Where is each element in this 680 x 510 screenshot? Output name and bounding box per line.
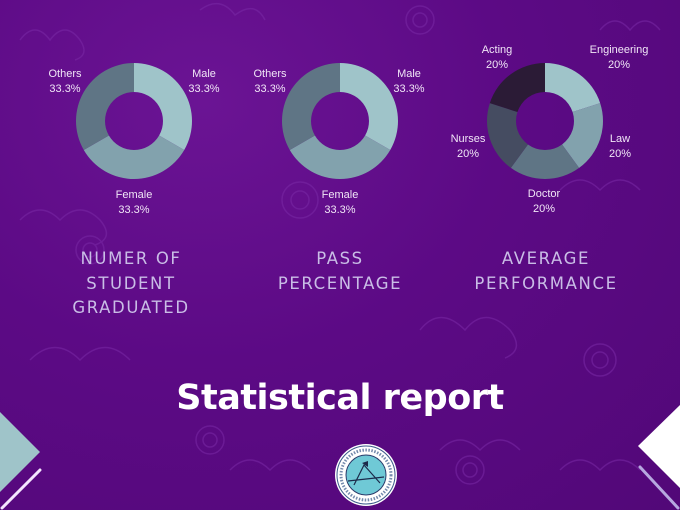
label-others: Others 33.3% <box>253 68 287 95</box>
label-male: Male 33.3% <box>188 68 220 95</box>
heading-performance: AVERAGE PERFORMANCE <box>474 249 618 293</box>
heading-pass: PASS PERCENTAGE <box>277 249 403 293</box>
donut-chart-performance <box>487 63 603 179</box>
label-female: Female 33.3% <box>115 189 153 216</box>
heading-graduated: NUMER OF STUDENT GRADUATED <box>72 249 190 317</box>
label-law: Law 20% <box>608 133 632 160</box>
page-title: Statistical report <box>176 378 504 418</box>
label-female: Female 33.3% <box>321 189 359 216</box>
slice-engineering[interactable] <box>545 63 601 113</box>
label-male: Male 33.3% <box>393 68 425 95</box>
donut-chart-graduated <box>75 63 193 180</box>
label-doctor: Doctor 20% <box>527 188 561 215</box>
slice-acting[interactable] <box>489 63 545 113</box>
donut-chart-pass <box>281 63 399 180</box>
slice-male[interactable] <box>134 63 193 150</box>
slice-others[interactable] <box>281 63 340 150</box>
left-corner-decoration <box>0 412 42 510</box>
slice-female[interactable] <box>289 135 391 180</box>
label-others: Others 33.3% <box>48 68 82 95</box>
slice-law[interactable] <box>562 103 603 168</box>
label-acting: Acting 20% <box>481 44 513 71</box>
right-corner-decoration <box>638 405 680 510</box>
slice-doctor[interactable] <box>510 144 580 179</box>
slice-nurses[interactable] <box>487 103 528 168</box>
slice-male[interactable] <box>340 63 399 150</box>
slice-female[interactable] <box>83 135 185 180</box>
slice-others[interactable] <box>75 63 134 150</box>
college-seal-logo <box>335 444 397 506</box>
label-nurses: Nurses 20% <box>450 133 486 160</box>
label-engineering: Engineering 20% <box>589 44 649 71</box>
